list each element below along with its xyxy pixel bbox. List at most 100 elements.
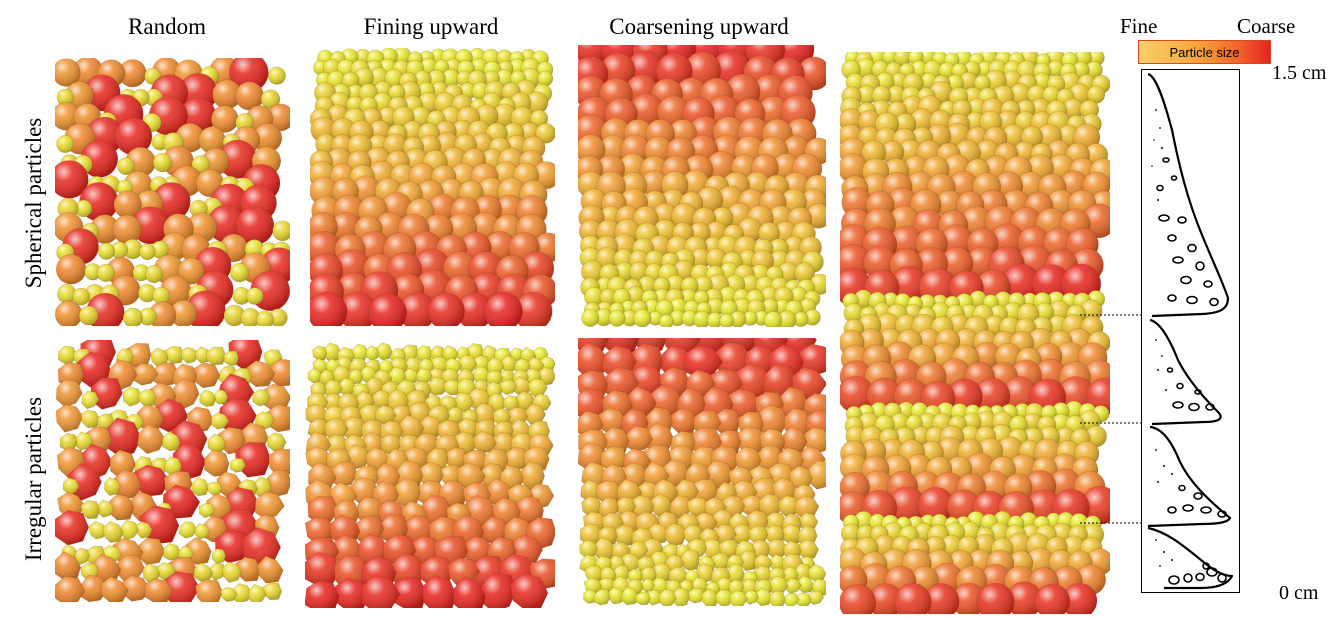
particle — [109, 449, 136, 479]
particle — [711, 508, 735, 530]
particle — [840, 523, 861, 544]
particle — [614, 261, 635, 282]
particle — [794, 495, 820, 519]
particle — [918, 294, 936, 312]
particle — [798, 538, 819, 560]
particle — [777, 261, 800, 284]
particle — [206, 481, 223, 496]
particle — [234, 81, 264, 111]
particle — [137, 537, 166, 566]
particle — [740, 274, 761, 295]
particle — [207, 433, 227, 453]
particle — [756, 404, 788, 438]
particle — [102, 521, 124, 543]
particle — [608, 309, 626, 327]
particle — [210, 412, 230, 430]
particle — [765, 524, 785, 545]
particle — [222, 561, 243, 583]
particle — [797, 575, 814, 594]
particle — [716, 577, 733, 594]
particle — [681, 310, 698, 327]
particle — [624, 425, 653, 452]
particle — [578, 341, 609, 380]
particle — [104, 476, 121, 496]
particle — [193, 562, 214, 582]
grain-size-profile-box — [1141, 69, 1240, 593]
particle — [334, 577, 370, 608]
particle — [763, 311, 783, 327]
particle — [55, 254, 87, 285]
particle — [132, 264, 150, 282]
particle — [427, 292, 465, 326]
particle — [996, 436, 1024, 464]
particle — [984, 314, 1005, 336]
particle — [578, 441, 608, 471]
particle — [218, 139, 258, 179]
particle — [525, 91, 549, 115]
particle — [63, 477, 80, 495]
particle — [695, 186, 724, 214]
particle — [626, 385, 657, 417]
particle — [266, 403, 290, 433]
particle — [422, 574, 457, 608]
particle — [1079, 299, 1103, 322]
spherical-coarsening-upward-pack — [578, 45, 826, 327]
particle — [806, 460, 826, 490]
particle — [856, 58, 876, 78]
particle — [501, 355, 518, 374]
particle — [84, 263, 102, 281]
particle — [312, 345, 328, 361]
particle — [729, 310, 747, 327]
particle — [138, 389, 157, 407]
particle — [260, 89, 281, 110]
particle — [88, 520, 109, 540]
particle — [228, 58, 269, 93]
particle — [131, 206, 170, 245]
particle — [97, 413, 114, 431]
particle — [1042, 85, 1061, 105]
particle — [231, 583, 253, 602]
particle — [138, 283, 157, 303]
particle — [880, 140, 905, 164]
particle — [199, 389, 217, 407]
particle — [416, 345, 433, 363]
particle — [671, 202, 698, 230]
particle — [781, 426, 808, 455]
particle — [670, 408, 697, 435]
particle — [55, 102, 81, 131]
particle — [664, 522, 687, 548]
particle — [728, 579, 745, 596]
particle — [142, 563, 161, 584]
particle — [232, 286, 251, 305]
particle — [757, 222, 780, 244]
particle — [535, 122, 555, 144]
particle — [252, 389, 271, 407]
particle — [121, 574, 151, 602]
spherical-random-pack — [55, 58, 290, 326]
particle — [646, 589, 662, 606]
particle — [229, 458, 246, 473]
particle — [581, 260, 604, 284]
particle — [639, 566, 657, 584]
particle — [799, 512, 819, 532]
particle — [479, 572, 516, 608]
particle — [185, 537, 212, 565]
particle — [1072, 61, 1090, 79]
particle — [754, 588, 773, 606]
particle — [781, 523, 803, 544]
particle — [840, 153, 869, 184]
particle — [766, 538, 788, 559]
particle — [72, 287, 91, 306]
particle — [453, 576, 486, 608]
particle — [55, 58, 81, 87]
particle — [104, 417, 142, 456]
particle — [132, 362, 159, 386]
particle — [579, 539, 598, 559]
particle — [706, 312, 723, 327]
legend-coarse-label: Coarse — [1237, 14, 1296, 38]
particle — [268, 448, 290, 478]
particle — [151, 362, 180, 387]
particle-size-label: Particle size — [1169, 44, 1240, 60]
particle — [122, 386, 142, 407]
column-title-fining-upward: Fining upward — [363, 14, 499, 39]
